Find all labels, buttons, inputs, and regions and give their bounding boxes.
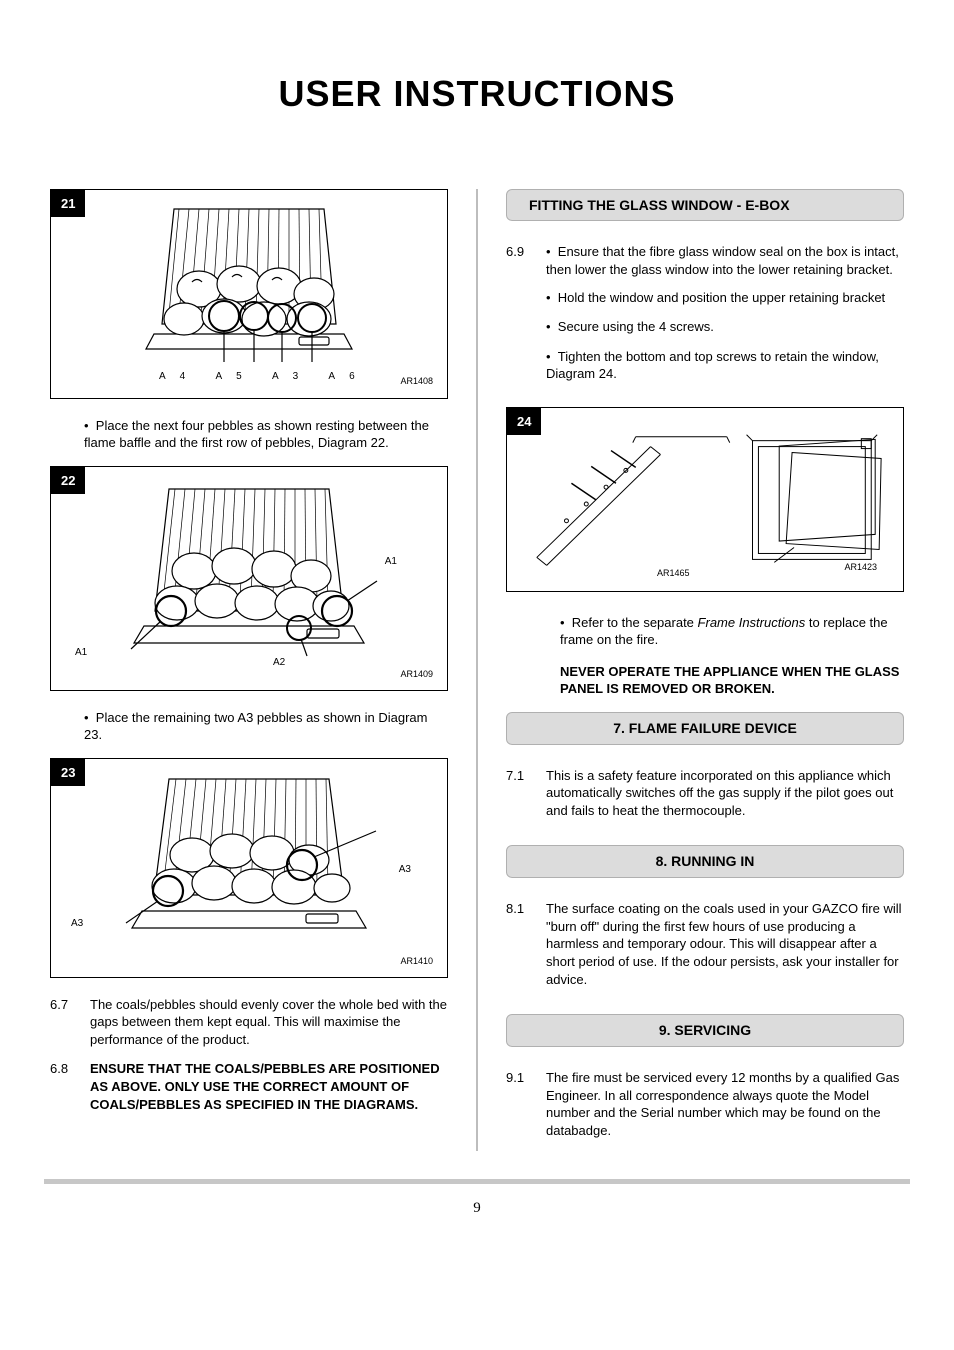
diagram-24-code-right: AR1423 [844,561,877,573]
paragraph: • Place the remaining two A3 pebbles as … [84,709,448,744]
diagram-number: 21 [51,190,85,218]
page-title: USER INSTRUCTIONS [50,70,904,119]
item-6-7: 6.7 The coals/pebbles should evenly cove… [50,996,448,1049]
item-7-1: 7.1 This is a safety feature incorporate… [506,767,904,820]
item-6-9: 6.9 • Ensure that the fibre glass window… [506,243,904,394]
diagram-23-label-left: A3 [71,917,83,931]
paragraph: • Refer to the separate Frame Instructio… [560,614,904,649]
diagram-23: 23 [50,758,448,978]
item-text: The fire must be serviced every 12 month… [546,1069,904,1139]
diagram-number: 22 [51,467,85,495]
section-header-9: 9. SERVICING [506,1014,904,1047]
diagram-22-label-left: A1 [75,646,87,660]
diagram-number: 23 [51,759,85,787]
item-number: 7.1 [506,767,532,820]
item-text: The coals/pebbles should evenly cover th… [90,996,448,1049]
item-number: 9.1 [506,1069,532,1139]
diagram-24-code-left: AR1465 [657,567,690,579]
item-number: 6.8 [50,1060,76,1113]
diagram-22-label-right: A1 [385,555,397,569]
page-number: 9 [50,1198,904,1218]
item-number: 8.1 [506,900,532,988]
right-column: FITTING THE GLASS WINDOW - E-BOX 6.9 • E… [506,189,904,1152]
diagram-21-labels: A4 A5 A3 A6 [159,370,369,384]
item-9-1: 9.1 The fire must be serviced every 12 m… [506,1069,904,1139]
diagram-24: 24 [506,407,904,592]
item-text: • Ensure that the fibre glass window sea… [546,243,904,394]
item-number: 6.7 [50,996,76,1049]
pebble-diagram-21-icon [114,204,384,379]
diagram-code: AR1408 [400,375,433,387]
section-header-7: 7. FLAME FAILURE DEVICE [506,712,904,745]
left-column: 21 [50,189,448,1152]
pebble-diagram-23-icon [84,773,414,963]
diagram-23-label-right: A3 [399,863,411,877]
item-6-8: 6.8 ENSURE THAT THE COALS/PEBBLES ARE PO… [50,1060,448,1113]
diagram-code: AR1410 [400,955,433,967]
item-8-1: 8.1 The surface coating on the coals use… [506,900,904,988]
two-column-layout: 21 [50,189,904,1152]
diagram-number: 24 [507,408,541,436]
section-header-8: 8. RUNNING IN [506,845,904,878]
footer-rule [44,1179,910,1184]
paragraph: • Place the next four pebbles as shown r… [84,417,448,452]
item-text: ENSURE THAT THE COALS/PEBBLES ARE POSITI… [90,1060,448,1113]
warning-text: NEVER OPERATE THE APPLIANCE WHEN THE GLA… [560,663,904,698]
diagram-22: 22 [50,466,448,691]
item-text: The surface coating on the coals used in… [546,900,904,988]
pebble-diagram-22-icon [89,481,409,676]
item-text: This is a safety feature incorporated on… [546,767,904,820]
diagram-22-label-bottom: A2 [273,656,285,670]
diagram-code: AR1409 [400,668,433,680]
section-header-fitting: FITTING THE GLASS WINDOW - E-BOX [506,189,904,222]
column-divider [476,189,478,1152]
window-diagram-24-icon [517,428,893,578]
item-number: 6.9 [506,243,532,394]
diagram-21: 21 [50,189,448,399]
